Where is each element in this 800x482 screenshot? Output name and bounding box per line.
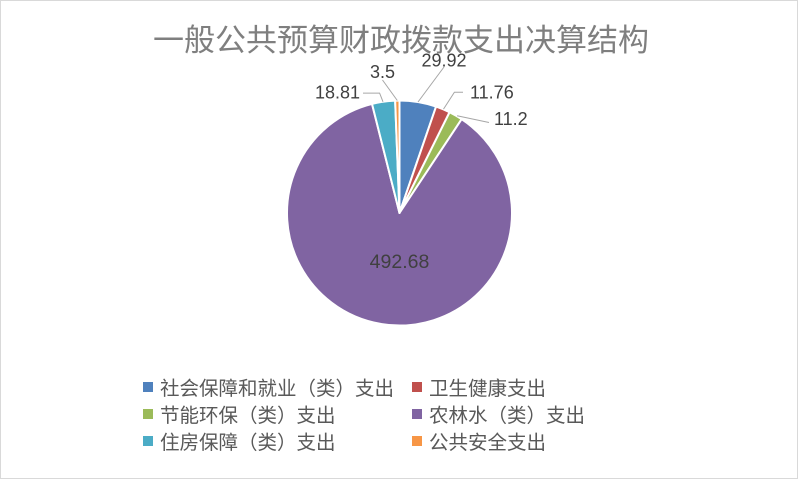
svg-text:社会保障和就业（类）支出: 社会保障和就业（类）支出: [160, 378, 394, 400]
svg-text:公共安全支出: 公共安全支出: [429, 432, 546, 454]
svg-text:卫生健康支出: 卫生健康支出: [429, 378, 546, 400]
svg-text:住房保障（类）支出: 住房保障（类）支出: [160, 432, 336, 454]
svg-text:节能环保（类）支出: 节能环保（类）支出: [160, 405, 336, 427]
svg-text:农林水（类）支出: 农林水（类）支出: [429, 405, 585, 427]
